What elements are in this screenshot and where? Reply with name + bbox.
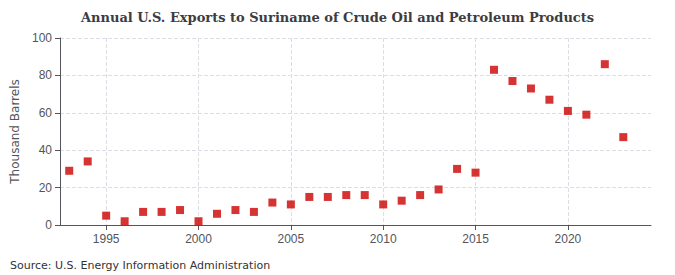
svg-text:40: 40 (39, 143, 53, 157)
svg-text:2005: 2005 (278, 232, 305, 246)
svg-text:0: 0 (45, 218, 52, 232)
svg-text:80: 80 (39, 68, 53, 82)
svg-text:2000: 2000 (185, 232, 212, 246)
svg-text:20: 20 (39, 181, 53, 195)
svg-text:Annual U.S. Exports to Surinam: Annual U.S. Exports to Suriname of Crude… (80, 10, 594, 25)
svg-text:60: 60 (39, 106, 53, 120)
svg-text:2020: 2020 (555, 232, 582, 246)
svg-text:100: 100 (32, 31, 52, 45)
svg-text:Thousand Barrels: Thousand Barrels (8, 79, 22, 184)
svg-text:2015: 2015 (462, 232, 489, 246)
svg-text:2010: 2010 (370, 232, 397, 246)
svg-text:1995: 1995 (93, 232, 120, 246)
svg-text:Source: U.S. Energy Informatio: Source: U.S. Energy Information Administ… (10, 259, 270, 272)
